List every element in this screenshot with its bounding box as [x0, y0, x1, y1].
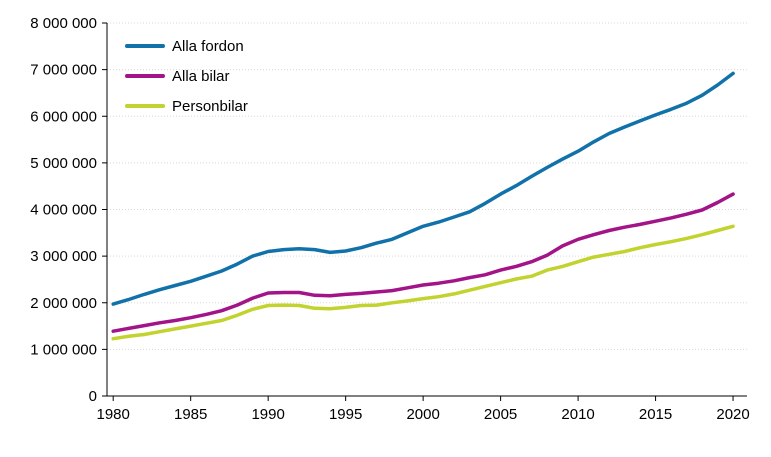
x-axis-tick-label: 2015 [639, 406, 672, 423]
legend: Alla fordon Alla bilar Personbilar [125, 31, 248, 121]
y-axis-tick-label: 0 [89, 388, 97, 405]
series-line-alla-fordon [111, 71, 735, 306]
y-axis-tick-label: 1 000 000 [30, 341, 97, 358]
x-axis-tick-label: 2005 [484, 406, 517, 423]
x-axis-tick-label: 1985 [174, 406, 207, 423]
legend-label-alla-fordon: Alla fordon [172, 37, 244, 55]
series-line-alla-bilar [111, 192, 735, 333]
y-axis-tick-label: 3 000 000 [30, 248, 97, 265]
y-axis-tick-label: 8 000 000 [30, 15, 97, 32]
x-axis-tick-label: 2020 [716, 406, 749, 423]
y-axis-tick-label: 7 000 000 [30, 62, 97, 79]
legend-label-personbilar: Personbilar [172, 97, 248, 115]
legend-line-swatch-alla-bilar [125, 74, 165, 78]
y-axis-tick-label: 6 000 000 [30, 108, 97, 125]
y-axis-tick-label: 2 000 000 [30, 295, 97, 312]
x-axis-tick-label: 2000 [406, 406, 439, 423]
y-axis-tick-label: 5 000 000 [30, 155, 97, 172]
legend-line-swatch-alla-fordon [125, 44, 165, 48]
series-line-personbilar [111, 224, 735, 341]
legend-label-alla-bilar: Alla bilar [172, 67, 230, 85]
x-axis-tick-label: 2010 [561, 406, 594, 423]
legend-line-swatch-personbilar [125, 104, 165, 108]
x-axis-tick-label: 1995 [329, 406, 362, 423]
x-axis-tick-label: 1980 [97, 406, 130, 423]
legend-item-alla-fordon: Alla fordon [125, 31, 248, 61]
legend-item-alla-bilar: Alla bilar [125, 61, 248, 91]
legend-item-personbilar: Personbilar [125, 91, 248, 121]
y-axis-tick-label: 4 000 000 [30, 202, 97, 219]
x-axis-tick-label: 1990 [251, 406, 284, 423]
